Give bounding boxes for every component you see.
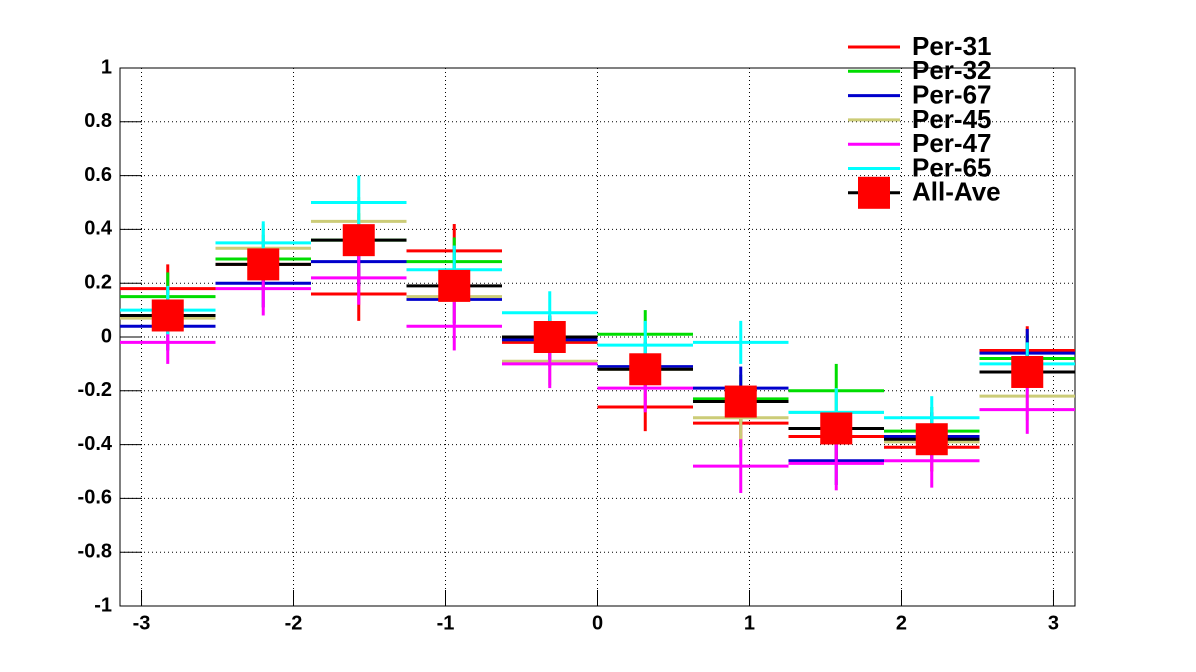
marker — [438, 269, 471, 302]
marker — [533, 321, 566, 353]
marker — [1011, 355, 1044, 388]
y-tick-label: 0 — [101, 325, 112, 347]
y-tick-label: -1 — [94, 594, 112, 616]
x-tick-label: 1 — [744, 612, 755, 634]
marker — [247, 248, 280, 281]
x-tick-label: -1 — [437, 612, 455, 634]
series — [120, 250, 1075, 494]
y-tick-label: 0.6 — [84, 164, 112, 186]
legend-label: Per-31 — [912, 31, 992, 61]
y-tick-label: -0.8 — [78, 540, 112, 562]
y-tick-label: 0.8 — [84, 110, 112, 132]
legend-label: Per-45 — [912, 104, 992, 134]
series — [120, 224, 1075, 456]
legend-label: All-Ave — [912, 177, 1001, 207]
y-tick-label: -0.4 — [78, 433, 113, 455]
x-tick-label: 3 — [1048, 612, 1059, 634]
x-tick-label: 0 — [592, 612, 603, 634]
y-tick-label: 0.4 — [84, 218, 113, 240]
marker — [151, 299, 184, 332]
marker — [342, 224, 375, 257]
marker — [915, 423, 948, 456]
y-tick-label: 1 — [101, 56, 112, 78]
marker — [724, 385, 757, 418]
y-tick-label: -0.2 — [78, 379, 112, 401]
x-tick-label: 2 — [896, 612, 907, 634]
legend: Per-31Per-32Per-67Per-45Per-47Per-65All-… — [848, 31, 1001, 209]
legend-label: Per-47 — [912, 128, 992, 158]
x-tick-label: -3 — [133, 612, 151, 634]
legend-label: Per-67 — [912, 79, 992, 109]
y-tick-label: 0.2 — [84, 271, 112, 293]
marker — [820, 412, 853, 445]
legend-label: Per-65 — [912, 152, 992, 182]
y-tick-label: -0.6 — [78, 487, 112, 509]
x-tick-label: -2 — [285, 612, 303, 634]
marker — [629, 353, 662, 386]
legend-label: Per-32 — [912, 55, 992, 85]
legend-marker — [858, 176, 890, 209]
